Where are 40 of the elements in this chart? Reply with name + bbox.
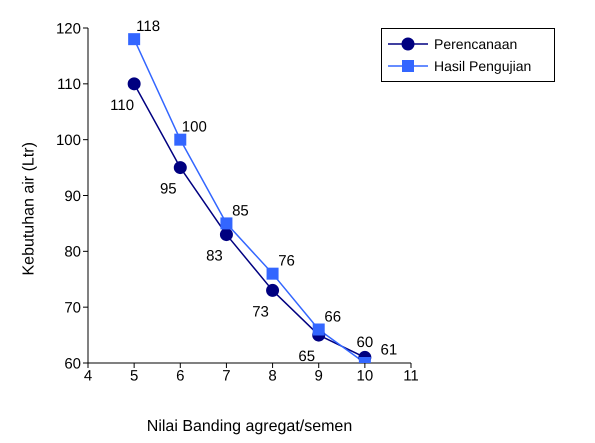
- data-label: 110: [110, 96, 134, 114]
- x-axis-title: Nilai Banding agregat/semen: [146, 418, 352, 435]
- x-tick-label: 11: [403, 368, 419, 385]
- x-tick-label: 10: [356, 368, 374, 385]
- data-label: 66: [324, 308, 342, 326]
- data-label: 73: [252, 303, 269, 320]
- x-tick-label: 6: [176, 368, 184, 385]
- point: [174, 161, 187, 174]
- point: [312, 324, 325, 336]
- data-label: 118: [136, 18, 160, 36]
- point: [220, 228, 233, 242]
- x-tick-label: 4: [84, 368, 92, 385]
- y-tick-label: 60: [64, 355, 81, 372]
- y-axis-title: Kebutuhan air (Ltr): [20, 142, 38, 276]
- data-label: 95: [160, 180, 177, 198]
- data-label: 60: [356, 334, 374, 351]
- data-label: 76: [278, 252, 295, 270]
- x-tick-label: 5: [130, 368, 138, 385]
- data-label: 65: [298, 348, 316, 366]
- legend-label: Perencanaan: [434, 36, 518, 52]
- y-tick-label: 110: [57, 76, 81, 94]
- point: [174, 134, 186, 146]
- point: [266, 284, 280, 297]
- x-tick-label: 7: [222, 368, 231, 385]
- data-label: 85: [232, 202, 249, 220]
- y-tick-label: 80: [64, 244, 81, 261]
- data-label: 100: [182, 118, 207, 136]
- data-label: 61: [380, 341, 398, 358]
- point: [128, 77, 141, 90]
- y-tick-label: 70: [64, 299, 81, 316]
- legend-label: Hasil Pengujian: [434, 58, 532, 74]
- x-tick-label: 9: [314, 368, 323, 385]
- data-label: 83: [206, 248, 223, 265]
- point: [220, 217, 232, 230]
- y-tick-label: 90: [64, 188, 81, 205]
- point: [128, 33, 140, 46]
- y-tick-label: 120: [56, 20, 81, 38]
- x-tick-label: 8: [268, 368, 277, 385]
- point: [266, 268, 279, 280]
- y-tick-label: 100: [56, 132, 81, 149]
